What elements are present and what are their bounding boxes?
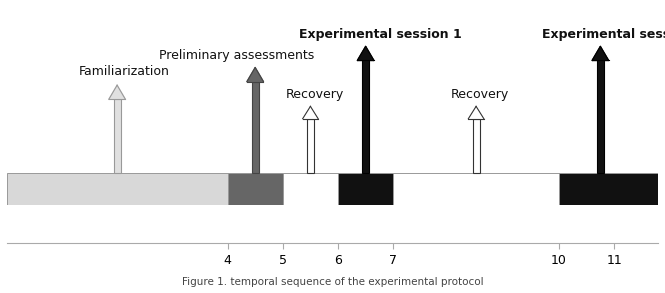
Text: Experimental session 1: Experimental session 1 [299,28,462,41]
Text: Experimental session: Experimental session [543,28,665,41]
Polygon shape [247,68,263,82]
Text: Recovery: Recovery [285,88,344,101]
Text: Recovery: Recovery [452,88,509,101]
Bar [473,119,479,173]
Polygon shape [303,106,318,119]
Text: Familiarization: Familiarization [78,65,170,78]
Bar [559,173,658,205]
Bar [227,173,283,205]
Bar [251,82,259,173]
Bar [7,173,227,205]
Bar [597,60,604,173]
Bar [393,173,559,205]
Text: Figure 1. temporal sequence of the experimental protocol: Figure 1. temporal sequence of the exper… [182,277,483,287]
Polygon shape [592,46,608,60]
Polygon shape [357,46,374,60]
Bar [307,119,314,173]
Text: Preliminary assessments: Preliminary assessments [158,49,314,62]
Bar [338,173,393,205]
Bar [362,60,369,173]
Bar [114,99,121,173]
Polygon shape [468,106,484,119]
Bar [283,173,338,205]
Polygon shape [109,85,126,99]
